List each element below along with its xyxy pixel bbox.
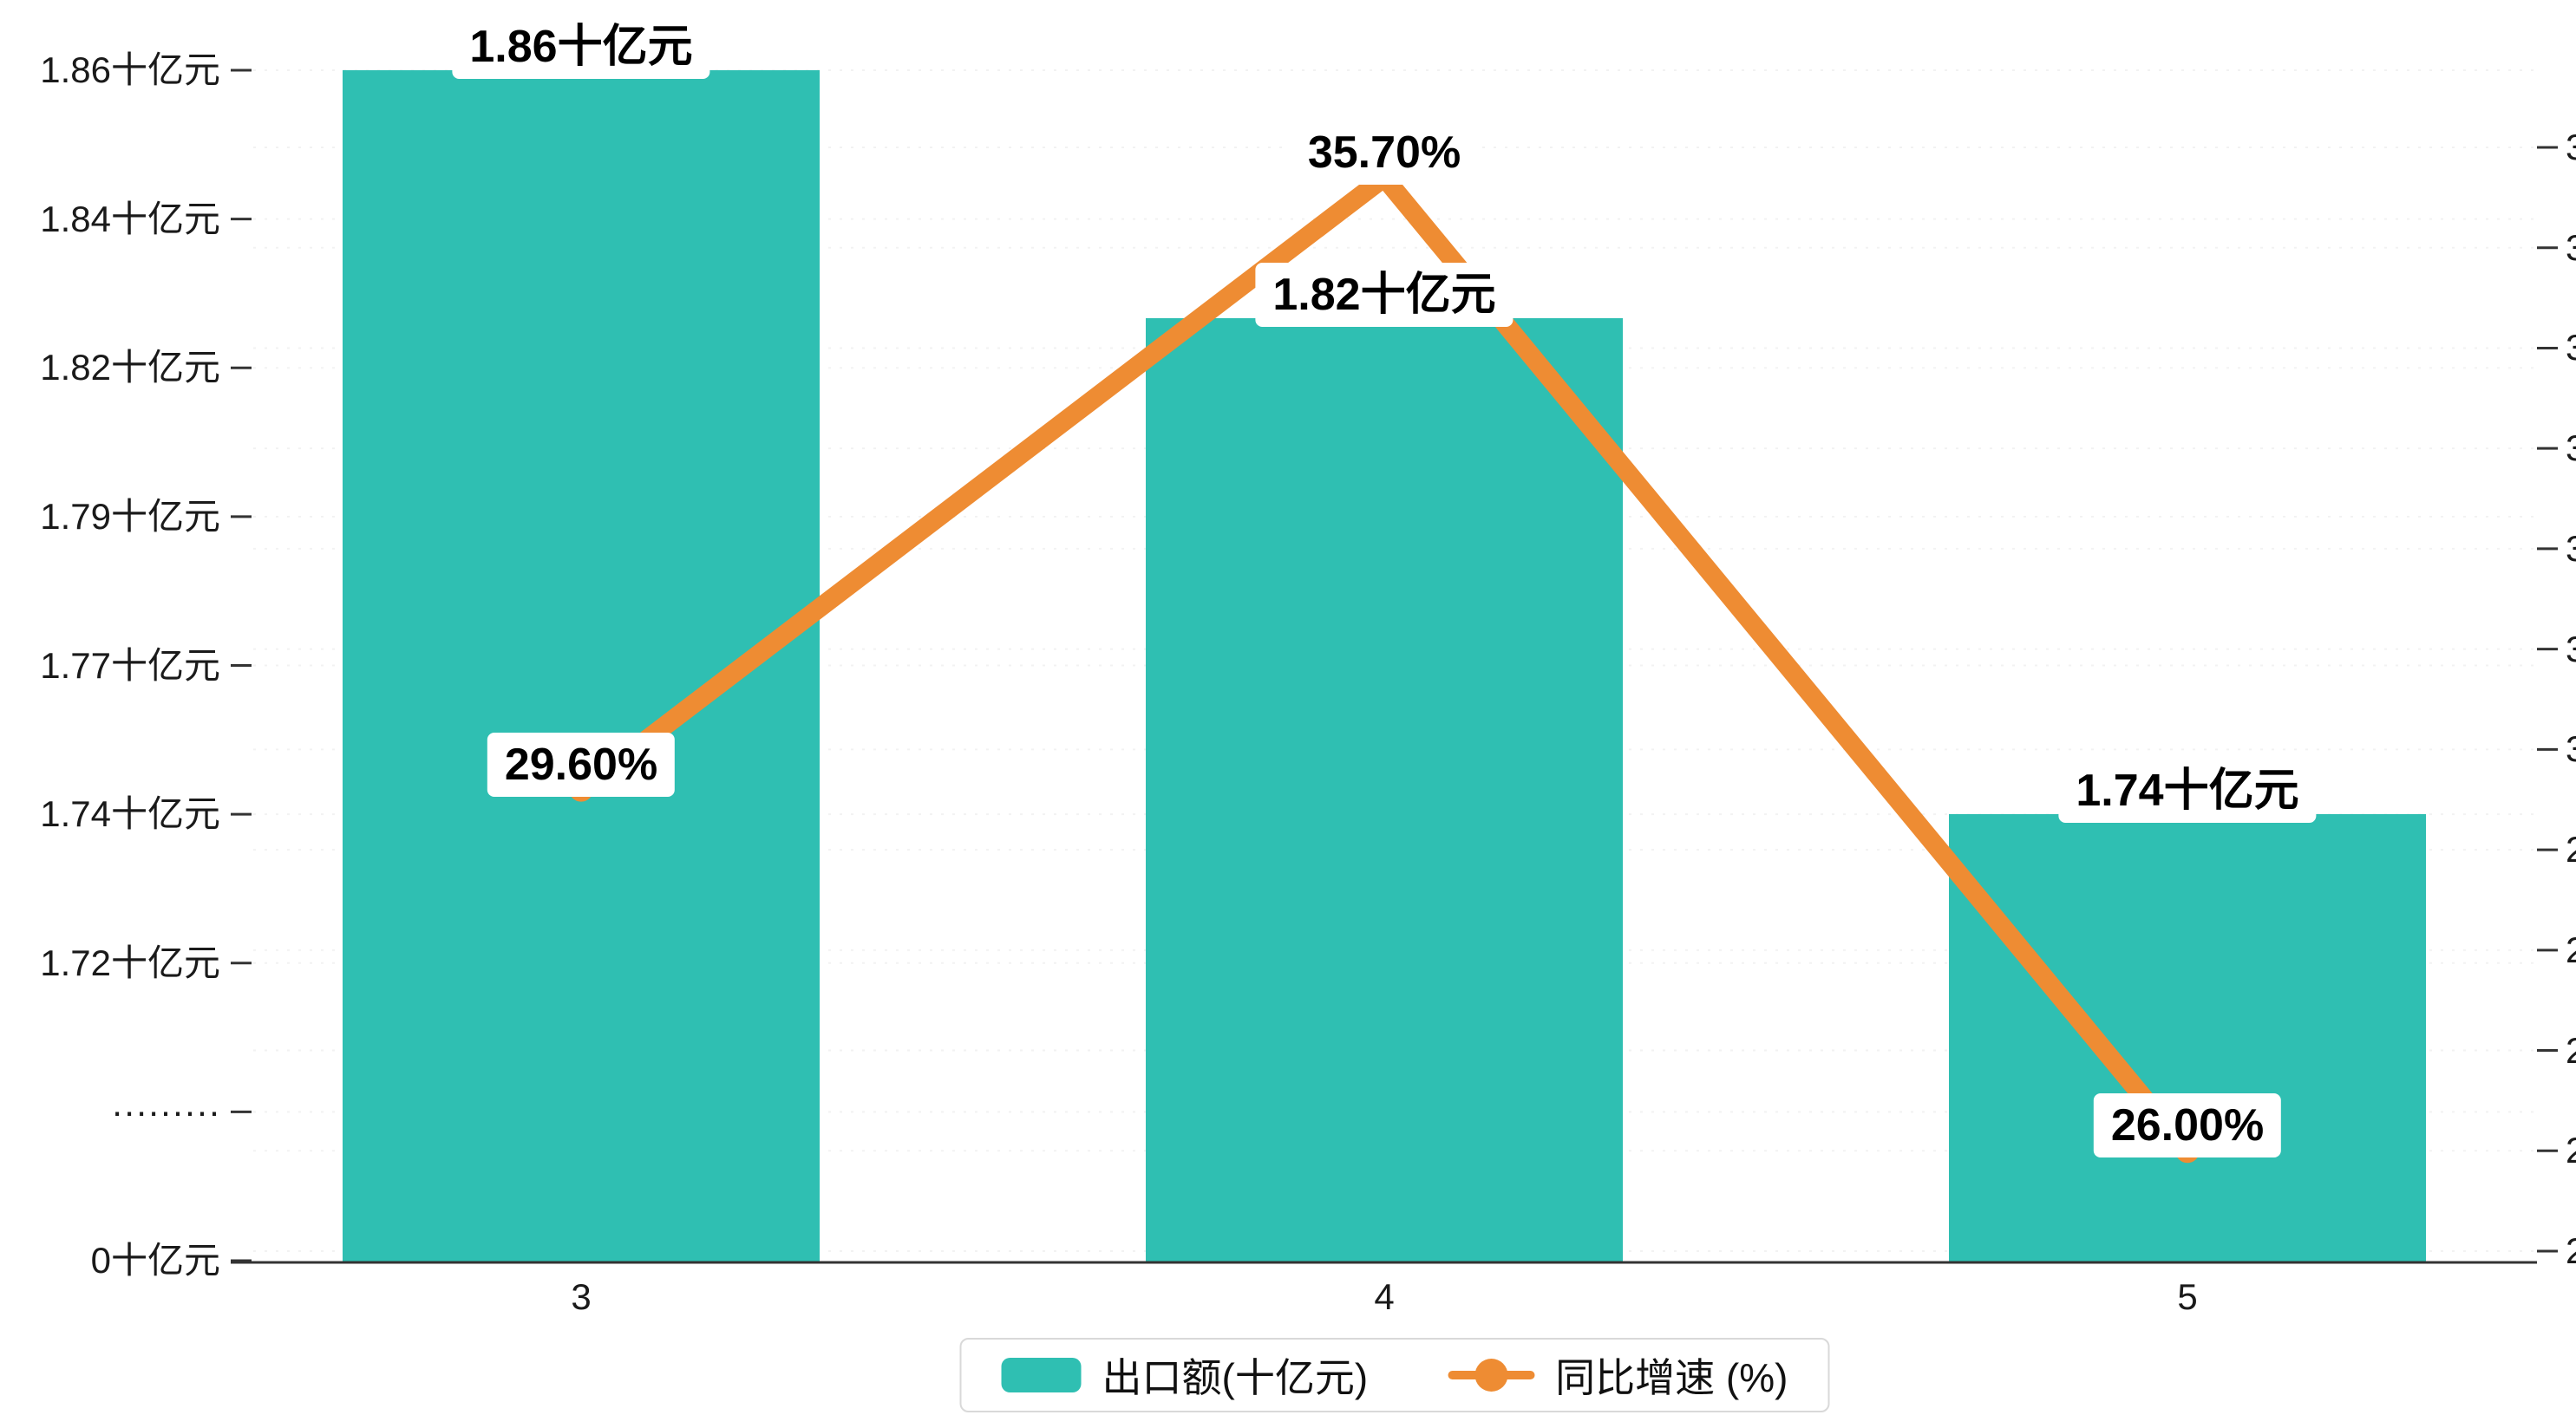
- legend-line-dot: [1474, 1359, 1508, 1392]
- export-bar: [1949, 814, 2426, 1262]
- x-axis-tick-label: 5: [2177, 1276, 2198, 1317]
- legend-bar-swatch-icon: [1001, 1358, 1082, 1392]
- bar-value-label: 1.86十亿元: [452, 15, 710, 79]
- right-axis-tick-label: 34: [2566, 327, 2576, 368]
- right-axis-tick-label: 28: [2566, 929, 2576, 970]
- legend-item-line[interactable]: 同比增速 (%): [1448, 1347, 1788, 1404]
- left-axis-tick-label: 1.74十亿元: [40, 793, 220, 835]
- left-axis-tick-label: 1.82十亿元: [40, 347, 220, 388]
- left-axis-tick-label: ·········: [111, 1091, 220, 1132]
- growth-value-label: 29.60%: [487, 732, 676, 797]
- left-axis-tick-label: 1.72十亿元: [40, 942, 220, 983]
- legend-line-marker-icon: [1448, 1358, 1535, 1392]
- growth-value-label: 26.00%: [2093, 1093, 2282, 1158]
- export-bar: [1146, 318, 1623, 1262]
- left-axis-tick-label: 0十亿元: [90, 1240, 220, 1281]
- left-axis-tick-label: 1.84十亿元: [40, 198, 220, 239]
- right-axis-tick-label: 36: [2566, 127, 2576, 167]
- right-axis-tick-label: 33: [2566, 427, 2576, 469]
- left-axis-tick-label: 1.77十亿元: [40, 644, 220, 686]
- bar-value-label: 1.74十亿元: [2058, 759, 2317, 824]
- right-axis-tick-label: 32: [2566, 527, 2576, 569]
- legend: 出口额(十亿元) 同比增速 (%): [959, 1338, 1830, 1412]
- right-axis-tick-label: 25: [2566, 1230, 2576, 1271]
- right-axis-tick-label: 35: [2566, 226, 2576, 268]
- legend-item-label: 同比增速 (%): [1555, 1355, 1788, 1400]
- legend-item-label: 出口额(十亿元): [1102, 1355, 1369, 1400]
- left-axis-tick-label: 1.86十亿元: [40, 49, 220, 90]
- right-axis-tick-label: 31: [2566, 628, 2576, 669]
- right-axis-tick-label: 29: [2566, 829, 2576, 871]
- bar-value-label: 1.82十亿元: [1255, 263, 1514, 328]
- right-axis-tick-label: 30: [2566, 728, 2576, 770]
- growth-value-label: 35.70%: [1290, 120, 1479, 185]
- x-axis-tick-label: 3: [571, 1276, 592, 1317]
- x-axis-tick-label: 4: [1374, 1276, 1395, 1317]
- right-axis-tick-label: 26: [2566, 1130, 2576, 1171]
- right-axis-tick-label: 27: [2566, 1029, 2576, 1071]
- left-axis-tick-label: 1.79十亿元: [40, 495, 220, 537]
- legend-item-bar[interactable]: 出口额(十亿元): [1001, 1347, 1369, 1404]
